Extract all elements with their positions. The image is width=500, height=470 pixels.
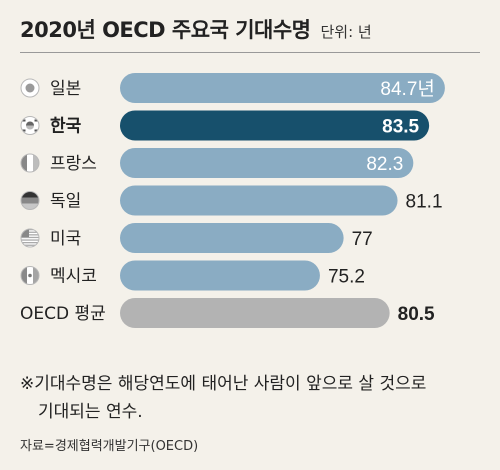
korea-flag-icon: [20, 116, 40, 135]
france-flag-icon: [20, 153, 40, 173]
value-label: 75.2: [328, 267, 365, 288]
bar-row: 한국 83.5: [20, 110, 430, 141]
bar-row: 독일 81.1: [20, 185, 443, 216]
value-label: 80.5: [398, 304, 435, 325]
bar: [120, 223, 344, 253]
bar: [120, 73, 445, 103]
title-divider: [20, 52, 480, 53]
category-label: OECD 평균: [20, 304, 106, 324]
bar-row: 미국 77: [20, 223, 373, 253]
bar-row: 멕시코 75.2: [20, 260, 365, 291]
bar-row: OECD 평균 80.5: [20, 298, 435, 328]
japan-flag-icon: [20, 78, 40, 98]
category-label: 일본: [50, 79, 81, 99]
chart-title: 2020년 OECD 주요국 기대수명: [20, 18, 311, 42]
value-label: 77: [352, 229, 373, 250]
source-label: 자료=경제협력개발기구(OECD): [20, 439, 199, 454]
value-label: 83.5: [382, 117, 419, 138]
unit-label: 단위: 년: [320, 23, 372, 41]
bar: [120, 185, 398, 216]
bar: [120, 298, 390, 328]
chart-header: 2020년 OECD 주요국 기대수명 단위: 년: [20, 14, 372, 44]
category-label: 멕시코: [50, 267, 97, 287]
mexico-flag-icon: [20, 266, 40, 285]
bar-row: 프랑스 82.3: [20, 148, 414, 178]
category-label: 프랑스: [50, 154, 97, 174]
value-label: 81.1: [406, 192, 443, 213]
value-label: 84.7년: [380, 78, 434, 100]
footnote: ※기대수명은 해당연도에 태어난 사람이 앞으로 살 것으로 기대되는 연수.: [20, 370, 426, 426]
footnote-line-1: ※기대수명은 해당연도에 태어난 사람이 앞으로 살 것으로: [20, 374, 427, 394]
bar: [120, 260, 320, 291]
bar: [120, 110, 430, 141]
germany-flag-icon: [20, 191, 40, 210]
footnote-line-2: 기대되는 연수.: [38, 402, 143, 422]
value-label: 82.3: [366, 154, 403, 175]
category-label: 미국: [50, 229, 81, 249]
category-label: 독일: [50, 192, 81, 212]
bar-row: 일본 84.7년: [20, 73, 445, 103]
usa-flag-icon: [20, 228, 40, 248]
category-label: 한국: [50, 117, 82, 137]
bar: [120, 148, 414, 178]
